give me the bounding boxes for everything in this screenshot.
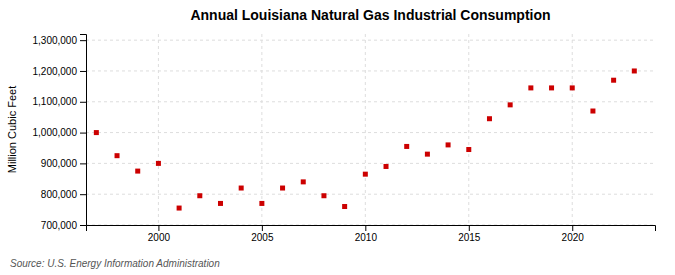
grid-line xyxy=(86,163,655,164)
plot: 2000 2005 2010 2015 2020 700,000 800,000 900,00… xyxy=(33,34,656,243)
y-tick: 1,200,000 xyxy=(33,66,87,77)
point xyxy=(239,186,244,191)
y-tick: 800,000 xyxy=(41,189,86,200)
point xyxy=(611,78,616,83)
point xyxy=(446,142,451,147)
point xyxy=(218,201,223,206)
y-axis: 700,000 800,000 900,000 1,000,000 1,100,000 1… xyxy=(33,35,87,231)
y-tick-mark xyxy=(80,102,86,103)
point xyxy=(528,85,533,90)
point xyxy=(177,206,182,211)
point xyxy=(259,201,264,206)
grid-line xyxy=(86,194,655,195)
grid-line xyxy=(86,101,655,102)
point xyxy=(301,179,306,184)
x-tick-label: 2020 xyxy=(562,232,585,243)
point xyxy=(466,147,471,152)
grid xyxy=(86,34,655,225)
x-tick: 2000 xyxy=(148,225,171,243)
chart: 2000 2005 2010 2015 2020 700,000 800,000 900,00… xyxy=(0,0,675,275)
grid-line xyxy=(365,34,366,225)
grid-line xyxy=(468,34,469,225)
y-tick-label: 1,000,000 xyxy=(33,127,78,138)
y-tick-label: 1,100,000 xyxy=(33,96,78,107)
point xyxy=(549,85,554,90)
y-axis-line xyxy=(80,35,87,226)
point xyxy=(321,193,326,198)
grid-line xyxy=(86,40,655,41)
y-tick-label: 700,000 xyxy=(41,220,78,231)
y-tick-mark xyxy=(80,225,86,226)
point xyxy=(94,130,99,135)
point xyxy=(197,193,202,198)
point xyxy=(342,204,347,209)
y-tick: 900,000 xyxy=(41,158,86,169)
x-tick-mark xyxy=(158,225,159,231)
y-tick-mark xyxy=(80,194,86,195)
y-tick-label: 1,300,000 xyxy=(33,35,78,46)
x-tick-mark xyxy=(365,225,366,231)
x-tick: 2020 xyxy=(562,225,585,243)
point xyxy=(384,164,389,169)
grid-line xyxy=(86,70,655,71)
points xyxy=(94,68,637,210)
point xyxy=(632,68,637,73)
point xyxy=(590,109,595,114)
point xyxy=(425,152,430,157)
x-tick-label: 2015 xyxy=(458,232,481,243)
x-tick: 2010 xyxy=(355,225,378,243)
point xyxy=(508,102,513,107)
title: Annual Louisiana Natural Gas Industrial … xyxy=(190,7,550,23)
x-tick-label: 2010 xyxy=(355,232,378,243)
x-tick-mark xyxy=(469,225,470,231)
y-tick-mark xyxy=(80,40,86,41)
y-tick: 700,000 xyxy=(41,220,86,231)
point xyxy=(156,161,161,166)
source-note: Source: U.S. Energy Information Administ… xyxy=(10,258,220,269)
x-tick: 2005 xyxy=(251,225,274,243)
y-axis-title: Million Cubic Feet xyxy=(6,86,18,173)
x-tick-mark xyxy=(262,225,263,231)
x-tick: 2015 xyxy=(458,225,481,243)
point xyxy=(280,186,285,191)
y-tick-label: 900,000 xyxy=(41,158,78,169)
y-tick: 1,300,000 xyxy=(33,35,87,46)
y-tick-mark xyxy=(80,133,86,134)
x-tick-label: 2005 xyxy=(251,232,274,243)
y-tick-mark xyxy=(80,163,86,164)
point xyxy=(570,85,575,90)
x-axis: 2000 2005 2010 2015 2020 xyxy=(87,225,656,243)
point xyxy=(363,172,368,177)
y-tick: 1,000,000 xyxy=(33,127,87,138)
y-tick-mark xyxy=(80,71,86,72)
x-tick-mark xyxy=(572,225,573,231)
point xyxy=(135,169,140,174)
y-tick-label: 1,200,000 xyxy=(33,66,78,77)
x-tick-label: 2000 xyxy=(148,232,171,243)
y-tick-label: 800,000 xyxy=(41,189,78,200)
point xyxy=(115,153,120,158)
point xyxy=(487,116,492,121)
grid-line xyxy=(86,132,655,133)
y-tick: 1,100,000 xyxy=(33,96,87,107)
grid-line xyxy=(158,34,159,225)
point xyxy=(404,144,409,149)
grid-line xyxy=(261,34,262,225)
x-axis-line xyxy=(87,226,656,232)
grid-line xyxy=(572,34,573,225)
